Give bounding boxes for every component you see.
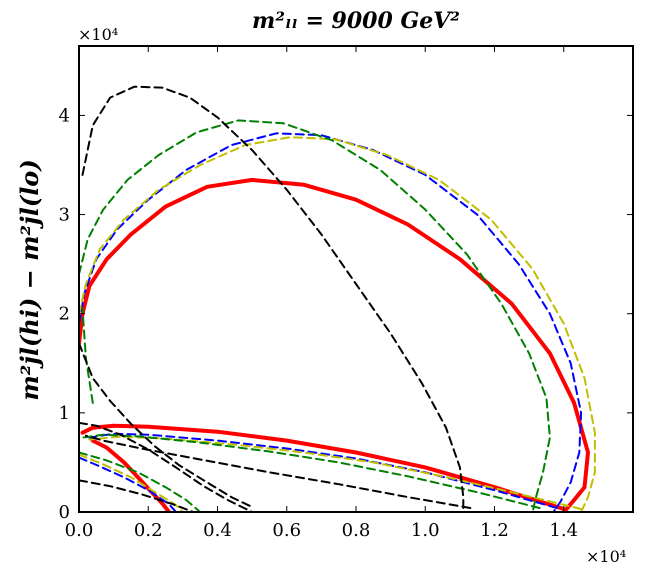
x-tick-label: 0.4 [203, 520, 232, 541]
series-1-segment-2 [79, 456, 177, 512]
y-tick-label: 3 [59, 205, 70, 226]
series-2-segment-1 [88, 435, 583, 510]
series-4-segment-0 [81, 85, 465, 512]
y-tick-label: 0 [59, 502, 70, 523]
x-tick-label: 0.8 [342, 520, 371, 541]
series-0-segment-2 [90, 438, 171, 512]
series-2-segment-0 [79, 136, 596, 512]
series-4-segment-2 [79, 421, 254, 512]
series-1-segment-0 [79, 132, 583, 512]
y-tick-label: 1 [59, 403, 70, 424]
series-0-segment-0 [79, 177, 590, 512]
chart-title: m²ₗₗ = 9000 GeV² [252, 8, 460, 34]
series-4-segment-4 [79, 342, 254, 508]
series-3-segment-2 [79, 451, 202, 512]
series-1-segment-1 [88, 432, 558, 509]
series-0-segment-1 [80, 423, 566, 511]
series-4-segment-1 [84, 434, 472, 509]
series-3-segment-0 [79, 119, 551, 512]
x-tick-label: 1.4 [549, 520, 578, 541]
series-4-segment-3 [79, 479, 195, 512]
x-axis-multiplier: ×10⁴ [586, 547, 626, 566]
series-3-segment-1 [81, 433, 541, 509]
plot-frame [78, 45, 634, 513]
x-tick-label: 0.6 [272, 520, 301, 541]
x-tick-label: 1.2 [480, 520, 509, 541]
series-2-segment-2 [79, 453, 184, 512]
tick-layer: 0.0 0.2 0.4 0.6 0.8 1.0 1.2 1.4 0 1 2 3 4 [59, 46, 633, 541]
y-axis-label: m²jl(hi) − m²jl(lo) [15, 159, 44, 400]
x-tick-label: 1.0 [411, 520, 440, 541]
y-tick-label: 2 [59, 304, 70, 325]
x-tick-label: 0.2 [134, 520, 163, 541]
series-layer [79, 85, 596, 512]
y-axis-multiplier: ×10⁴ [78, 25, 118, 44]
y-tick-label: 4 [59, 105, 70, 126]
x-tick-label: 0.0 [65, 520, 94, 541]
